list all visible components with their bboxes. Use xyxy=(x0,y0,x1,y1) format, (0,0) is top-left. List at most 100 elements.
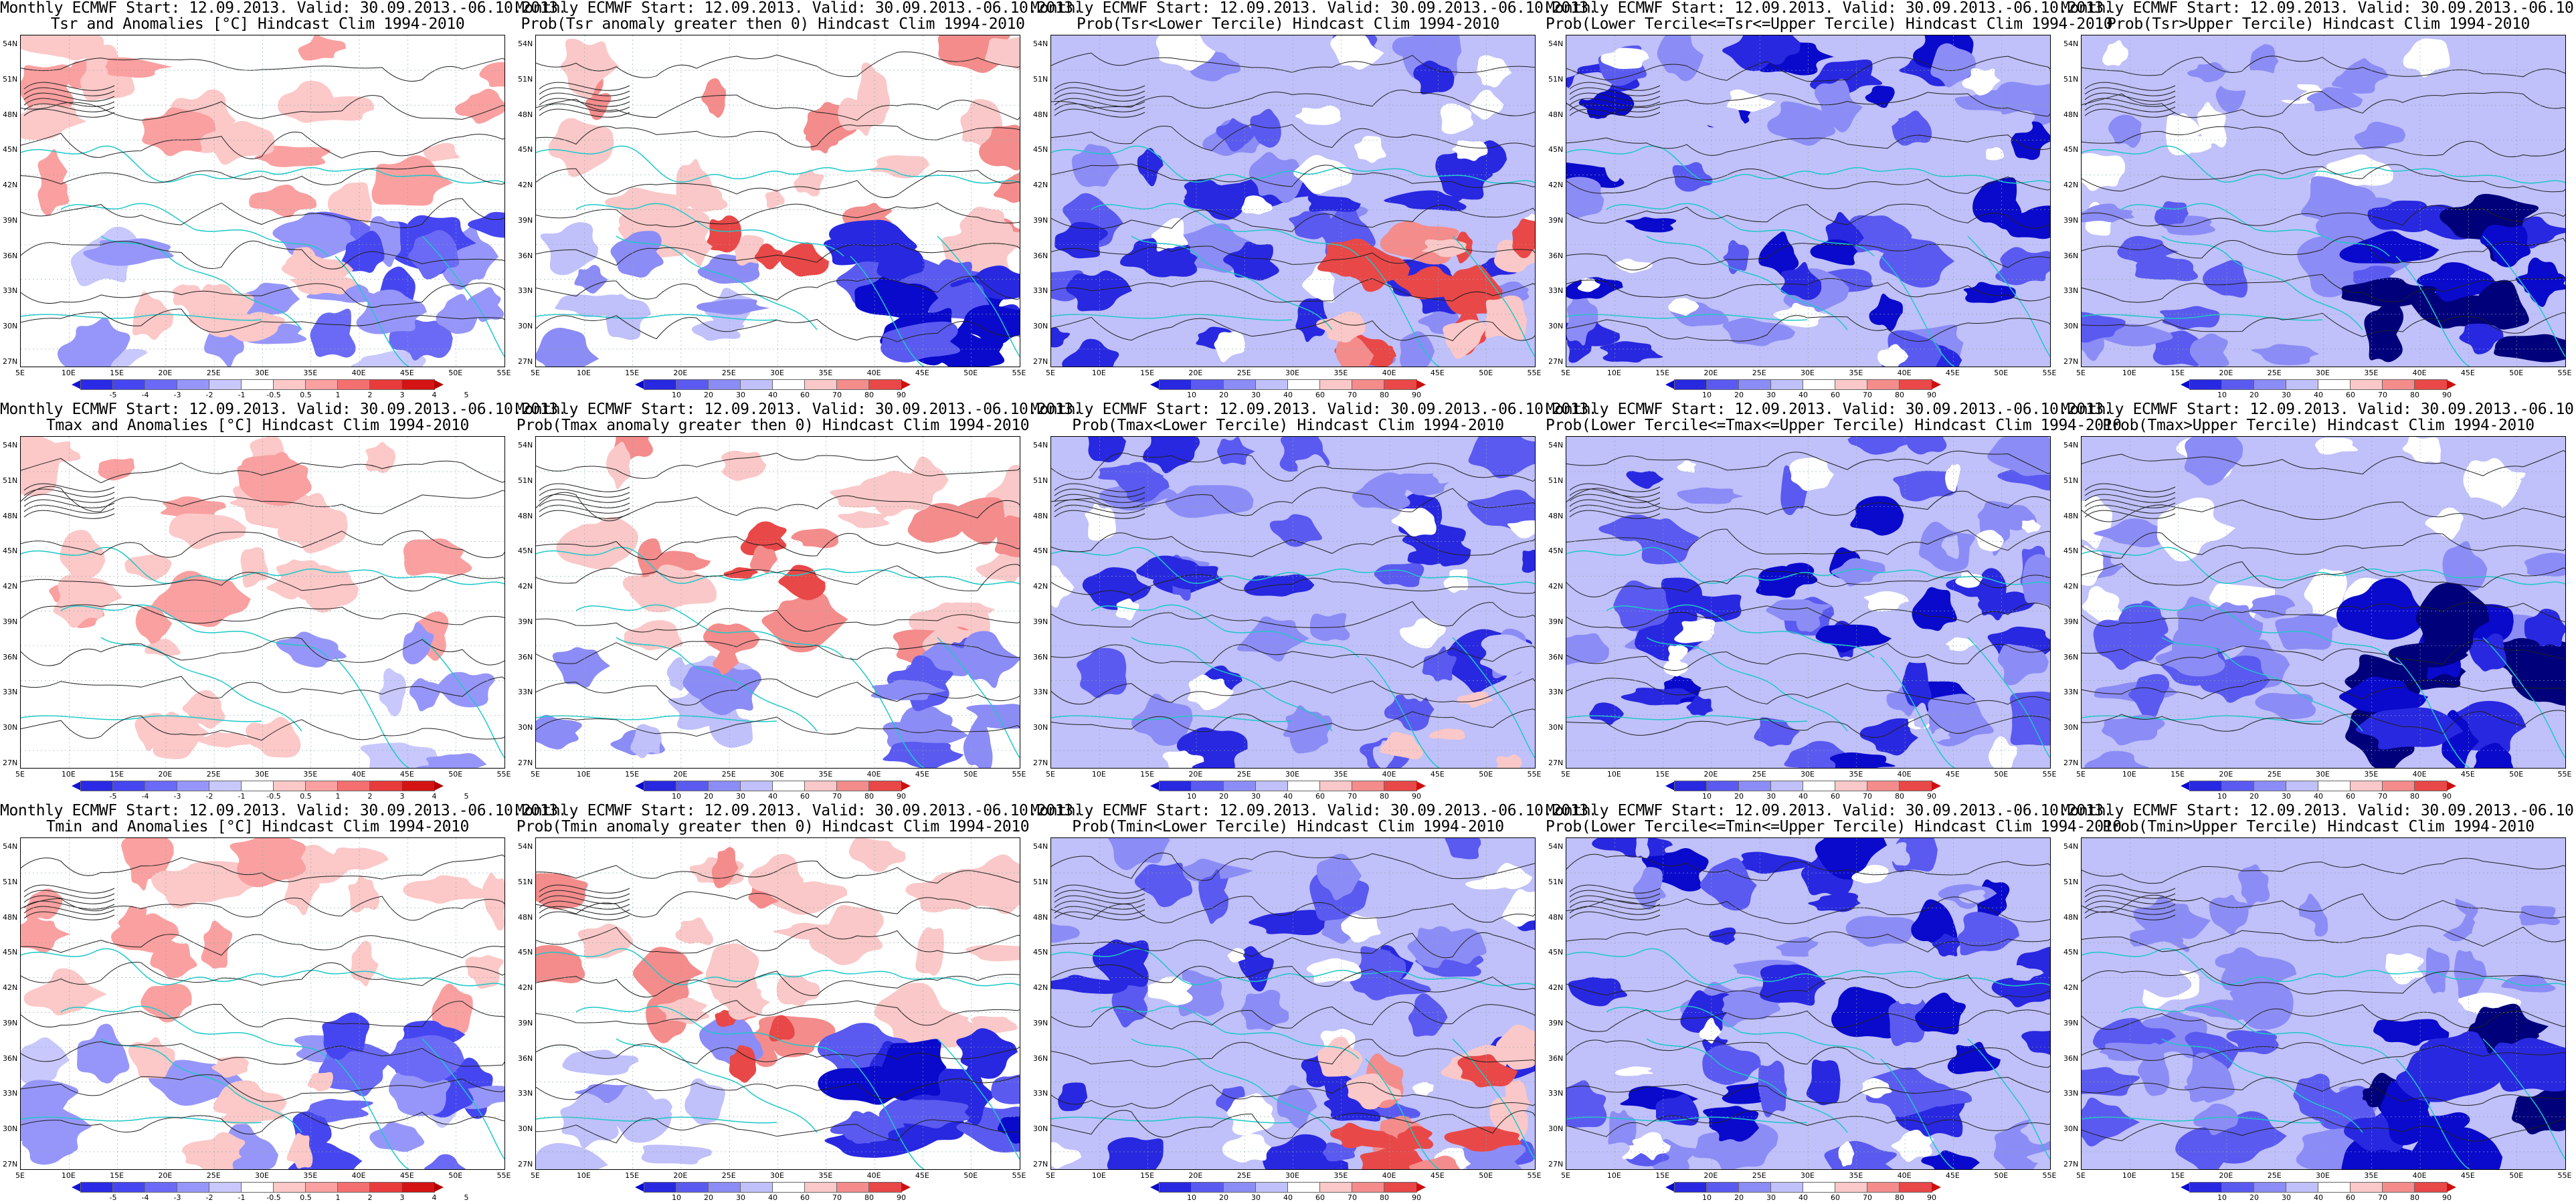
colorbar-swatch xyxy=(112,379,146,390)
lat-tick-label: 51N xyxy=(1548,476,1564,485)
lon-tick-label: 10E xyxy=(1091,770,1106,779)
colorbar-swatch xyxy=(1384,379,1417,390)
colorbar-swatch xyxy=(676,1182,709,1193)
colorbar-label: 80 xyxy=(1380,1193,1389,1202)
lon-tick-label: 10E xyxy=(1091,1171,1106,1180)
colorbar-swatch xyxy=(1191,1182,1224,1193)
shaded-field xyxy=(536,35,1020,367)
lon-tick-label: 45E xyxy=(915,770,929,779)
lat-tick-label: 39N xyxy=(1548,1018,1564,1027)
lat-tick-label: 30N xyxy=(518,723,533,732)
colorbar-label: 2 xyxy=(367,391,373,399)
colorbar-label: 60 xyxy=(1315,792,1325,801)
lon-tick-label: 50E xyxy=(448,1171,463,1180)
colorbar-label: 20 xyxy=(1734,391,1744,399)
colorbar-label: 30 xyxy=(2282,391,2291,399)
map-panel: Monthly ECMWF Start: 12.09.2013. Valid: … xyxy=(0,401,567,803)
lat-tick-label: 51N xyxy=(2063,476,2079,485)
lon-tick-label: 45E xyxy=(2460,369,2475,377)
colorbar-swatch xyxy=(112,781,146,791)
colorbar-swatch xyxy=(209,781,242,791)
colorbar-swatch xyxy=(2318,781,2351,791)
lat-tick-label: 33N xyxy=(1548,688,1564,697)
lat-tick-label: 42N xyxy=(1033,983,1048,993)
panel-title-line1: Monthly ECMWF Start: 12.09.2013. Valid: … xyxy=(515,401,1083,418)
lon-tick-label: 40E xyxy=(866,770,881,779)
panel-title-line1: Monthly ECMWF Start: 12.09.2013. Valid: … xyxy=(0,802,567,819)
lat-tick-label: 42N xyxy=(2063,582,2079,591)
colorbar-swatch xyxy=(1674,1182,1708,1193)
lon-tick-label: 5E xyxy=(15,369,25,377)
lon-tick-label: 50E xyxy=(1479,369,1493,377)
colorbar-label: 30 xyxy=(2282,792,2291,801)
lat-tick-label: 33N xyxy=(2063,286,2079,296)
panel-title-line2: Prob(Lower Tercile<=Tmin<=Upper Tercile)… xyxy=(1546,818,2122,835)
panel-title-line1: Monthly ECMWF Start: 12.09.2013. Valid: … xyxy=(1030,401,1598,418)
lon-tick-label: 55E xyxy=(496,770,511,779)
lat-tick-label: 51N xyxy=(3,74,18,84)
lon-tick-label: 40E xyxy=(351,770,366,779)
lon-tick-label: 40E xyxy=(1382,369,1396,377)
lon-tick-label: 5E xyxy=(1561,369,1570,377)
lon-tick-label: 5E xyxy=(2076,1171,2086,1180)
lon-tick-label: 25E xyxy=(2267,369,2282,377)
colorbar-swatch xyxy=(868,781,902,791)
map-area xyxy=(20,837,505,1170)
colorbar-end-triangle xyxy=(2447,781,2456,791)
shaded-field xyxy=(1051,838,1535,1169)
colorbar-swatch xyxy=(804,781,838,791)
colorbar-swatch xyxy=(1191,379,1224,390)
colorbar-label: 40 xyxy=(1799,1193,1808,1202)
map-panel: Monthly ECMWF Start: 12.09.2013. Valid: … xyxy=(2061,0,2576,401)
lon-tick-label: 50E xyxy=(963,369,978,377)
panel-title-line1: Monthly ECMWF Start: 12.09.2013. Valid: … xyxy=(0,0,567,17)
colorbar-label: 5 xyxy=(464,391,469,399)
colorbar-label: 2 xyxy=(367,792,373,801)
colorbar-swatch xyxy=(740,1182,773,1193)
lat-tick-label: 33N xyxy=(3,286,18,296)
colorbar-label: 60 xyxy=(2346,1193,2355,1202)
colorbar-label: 30 xyxy=(1766,391,1776,399)
panel-title-line2: Prob(Lower Tercile<=Tsr<=Upper Tercile) … xyxy=(1546,15,2113,33)
colorbar-end-triangle xyxy=(635,380,644,389)
colorbar-swatch xyxy=(708,379,741,390)
lon-tick-label: 15E xyxy=(625,1171,640,1180)
colorbar-end-triangle xyxy=(1665,1183,1675,1192)
lon-tick-label: 25E xyxy=(206,369,221,377)
lon-tick-label: 10E xyxy=(1606,770,1621,779)
lat-tick-label: 42N xyxy=(1548,983,1564,993)
lat-tick-label: 30N xyxy=(1548,1124,1564,1134)
lon-tick-label: 5E xyxy=(1046,770,1055,779)
colorbar-swatch xyxy=(2189,1182,2223,1193)
colorbar-end-triangle xyxy=(2447,1183,2456,1192)
lat-tick-label: 36N xyxy=(1548,652,1564,662)
panel-title-line2: Prob(Tmax anomaly greater then 0) Hindca… xyxy=(516,417,1030,434)
colorbar-swatch xyxy=(2318,379,2351,390)
panel-title-line1: Monthly ECMWF Start: 12.09.2013. Valid: … xyxy=(2061,0,2576,17)
colorbar-swatch xyxy=(209,1182,242,1193)
colorbar-swatch xyxy=(1803,379,1836,390)
colorbar-end-triangle xyxy=(635,1183,644,1192)
lat-tick-label: 30N xyxy=(1033,1124,1048,1134)
lat-tick-label: 30N xyxy=(1548,322,1564,331)
lon-tick-label: 40E xyxy=(2412,770,2427,779)
lon-tick-label: 40E xyxy=(1897,369,1912,377)
lat-tick-label: 27N xyxy=(1033,759,1048,767)
colorbar-label: 20 xyxy=(1734,792,1744,801)
lon-tick-label: 50E xyxy=(1994,1171,2009,1180)
colorbar-swatch xyxy=(209,379,242,390)
colorbar-label: 20 xyxy=(1219,391,1228,399)
colorbar-label: 30 xyxy=(1766,1193,1776,1202)
colorbar-swatch xyxy=(401,379,435,390)
lon-tick-label: 10E xyxy=(1606,369,1621,377)
map-area xyxy=(535,35,1020,367)
lat-tick-label: 36N xyxy=(518,251,533,260)
lon-tick-label: 30E xyxy=(770,1171,784,1180)
colorbar-swatch xyxy=(772,781,806,791)
panel-title-line2: Prob(Tmin>Upper Tercile) Hindcast Clim 1… xyxy=(2102,818,2535,835)
lat-tick-label: 36N xyxy=(2063,1054,2079,1063)
colorbar-swatch xyxy=(2221,379,2255,390)
lon-tick-label: 15E xyxy=(1140,1171,1155,1180)
map-panel: Monthly ECMWF Start: 12.09.2013. Valid: … xyxy=(1546,0,2113,401)
lon-tick-label: 15E xyxy=(110,1171,124,1180)
